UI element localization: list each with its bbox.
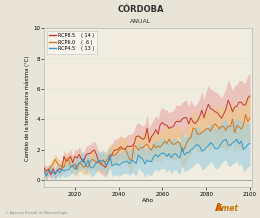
Text: Emet: Emet — [217, 204, 238, 213]
Legend: RCP8.5    ( 14 ), RCP6.0    (  6 ), RCP4.5    ( 13 ): RCP8.5 ( 14 ), RCP6.0 ( 6 ), RCP4.5 ( 13… — [47, 31, 97, 54]
X-axis label: Año: Año — [142, 198, 154, 203]
Text: CÓRDOBA: CÓRDOBA — [117, 5, 164, 14]
Y-axis label: Cambio de la temperatura máxima (°C): Cambio de la temperatura máxima (°C) — [25, 55, 30, 161]
Text: ANUAL: ANUAL — [130, 19, 151, 24]
Text: © Agencia Estatal de Meteorología: © Agencia Estatal de Meteorología — [5, 211, 67, 215]
Text: A: A — [215, 203, 222, 213]
